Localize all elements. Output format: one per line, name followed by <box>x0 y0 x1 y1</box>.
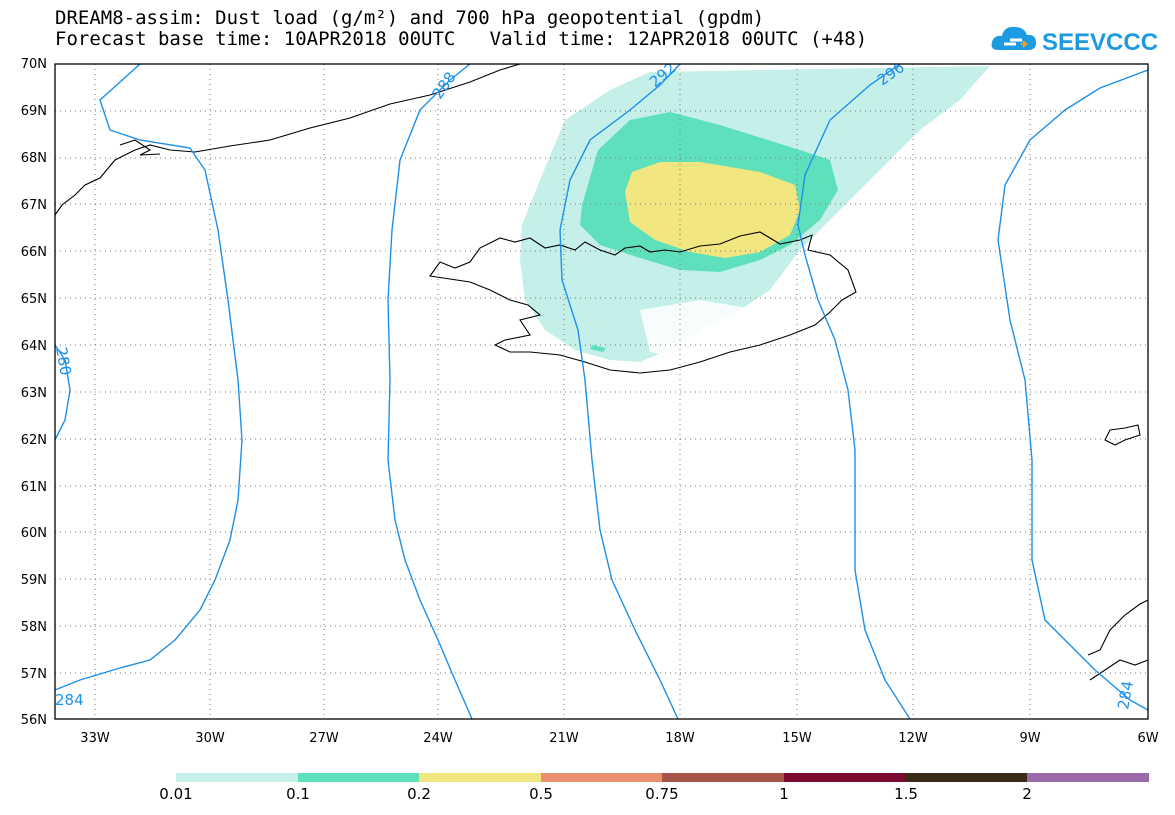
lon-label: 12W <box>898 731 928 746</box>
land-gap <box>640 300 810 360</box>
colorbar-swatch <box>1027 773 1149 782</box>
lat-label: 59N <box>21 573 47 588</box>
colorbar-swatch <box>176 773 298 782</box>
colorbar-swatch <box>906 773 1027 782</box>
contour-280-east <box>997 69 1148 711</box>
colorbar-swatch <box>419 773 541 782</box>
lat-label: 67N <box>21 198 47 213</box>
contour-280-west <box>55 344 71 441</box>
lon-label: 33W <box>80 731 110 746</box>
colorbar-label: 1 <box>779 785 789 803</box>
colorbar-label: 0.2 <box>407 785 431 803</box>
contour-288 <box>387 64 473 719</box>
lat-label: 66N <box>21 245 47 260</box>
lat-label: 68N <box>21 151 47 166</box>
lon-label: 24W <box>423 731 453 746</box>
scotland-coast <box>1087 599 1148 656</box>
colorbar-label: 1.5 <box>894 785 918 803</box>
lon-label: 9W <box>1019 731 1040 746</box>
colorbar-swatch <box>298 773 419 782</box>
scotland-coast-south <box>1089 659 1148 681</box>
grid-lines <box>55 64 1148 719</box>
contour-label-280: 280 <box>52 346 75 377</box>
contour-label-284-east: 284 <box>1114 679 1137 710</box>
lat-label: 62N <box>21 433 47 448</box>
lat-label: 70N <box>21 57 47 72</box>
lat-label: 57N <box>21 667 47 682</box>
lat-label: 58N <box>21 620 47 635</box>
lon-label: 15W <box>782 731 812 746</box>
colorbar-swatch <box>784 773 906 782</box>
lon-label: 6W <box>1137 731 1158 746</box>
lat-label: 61N <box>21 480 47 495</box>
faroe-coast <box>1104 424 1141 446</box>
greenland-coast-inner <box>119 139 161 156</box>
lat-label: 60N <box>21 526 47 541</box>
colorbar-swatch <box>541 773 662 782</box>
seevccc-logo: SEEVCCC <box>990 20 1168 60</box>
geopotential-contours <box>55 64 1148 719</box>
lat-label: 65N <box>21 292 47 307</box>
map-title: DREAM8-assim: Dust load (g/m²) and 700 h… <box>55 7 765 29</box>
lon-label: 18W <box>665 731 695 746</box>
lon-axis: 33W 30W 27W 24W 21W 18W 15W 12W 9W 6W <box>80 731 1158 746</box>
forecast-time-line: Forecast base time: 10APR2018 00UTC Vali… <box>55 28 868 50</box>
colorbar-label: 0.01 <box>159 785 193 803</box>
contour-296 <box>797 64 911 719</box>
lat-label: 69N <box>21 104 47 119</box>
lon-label: 27W <box>309 731 339 746</box>
contour-284-west <box>55 64 243 691</box>
lon-label: 21W <box>549 731 579 746</box>
greenland-coast <box>55 64 521 216</box>
colorbar-label: 0.75 <box>645 785 679 803</box>
logo-text: SEEVCCC <box>1042 29 1158 56</box>
lat-label: 63N <box>21 386 47 401</box>
lat-label: 56N <box>21 713 47 728</box>
lat-label: 64N <box>21 339 47 354</box>
colorbar-label: 0.5 <box>529 785 553 803</box>
contour-label-284-west: 284 <box>55 691 84 709</box>
lat-axis: 70N 69N 68N 67N 66N 65N 64N 63N 62N 61N … <box>21 57 47 728</box>
colorbar-label: 0.1 <box>286 785 310 803</box>
lon-label: 30W <box>195 731 225 746</box>
contour-292 <box>559 64 681 719</box>
iceland-coast <box>429 231 857 374</box>
dust-area-0.2 <box>625 162 800 258</box>
coastlines <box>55 64 1148 681</box>
map-frame <box>54 63 1149 720</box>
dust-speck <box>590 345 606 352</box>
colorbar-label: 2 <box>1022 785 1032 803</box>
colorbar-swatch <box>662 773 784 782</box>
cloud-icon: SEEVCCC <box>991 26 1158 56</box>
